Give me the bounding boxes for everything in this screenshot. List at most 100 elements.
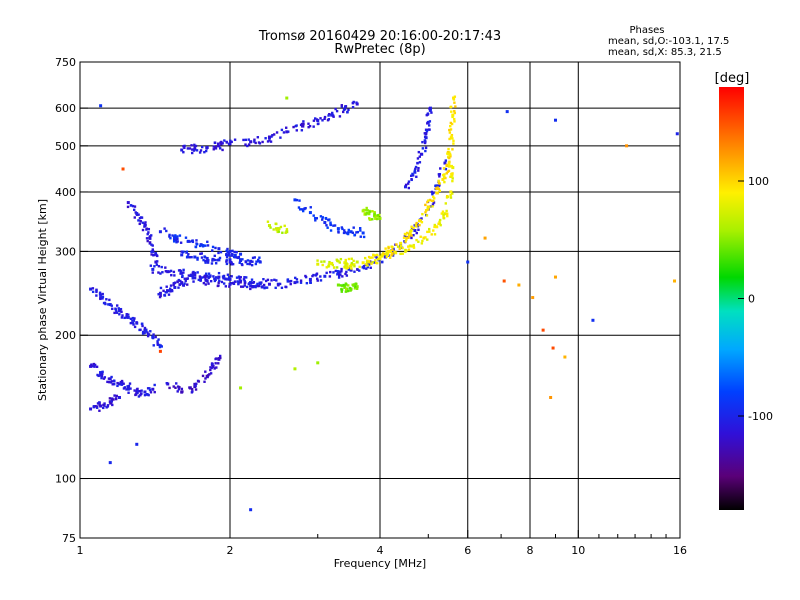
echo-point <box>373 261 376 264</box>
echo-point <box>182 150 185 154</box>
echo-point <box>226 278 229 281</box>
echo-point <box>434 184 437 187</box>
echo-point <box>417 240 420 243</box>
echo-point <box>249 140 253 144</box>
echo-point <box>256 282 259 286</box>
echo-point <box>350 267 353 270</box>
echo-point <box>424 203 427 207</box>
echo-point <box>253 138 256 141</box>
data-point <box>217 258 221 262</box>
echo-point <box>431 199 435 203</box>
echo-point <box>329 223 332 226</box>
echo-point <box>423 141 427 145</box>
data-point <box>308 277 312 281</box>
echo-point <box>120 310 123 314</box>
stats-line-x: mean, sd,X: 85.3, 21.5 <box>608 47 722 58</box>
echo-point <box>110 400 113 403</box>
echo-point <box>418 161 422 164</box>
data-point <box>403 185 407 189</box>
echo-point <box>146 232 149 236</box>
echo-point <box>450 122 454 126</box>
echo-point <box>183 277 186 280</box>
echo-point <box>344 260 347 263</box>
data-point <box>193 276 197 280</box>
echo-point <box>304 206 307 210</box>
echo-point <box>207 259 210 262</box>
echo-point <box>314 219 317 222</box>
echo-point <box>277 230 281 233</box>
echo-point <box>346 111 349 114</box>
data-points <box>89 95 679 512</box>
echo-point <box>274 222 278 225</box>
echo-point <box>309 280 312 283</box>
echo-point <box>415 238 418 242</box>
echo-point <box>426 206 430 210</box>
echo-point <box>216 259 219 262</box>
data-point <box>108 400 112 404</box>
echo-point <box>248 262 252 266</box>
echo-point <box>370 262 373 265</box>
echo-point <box>96 373 99 377</box>
data-point <box>99 372 103 376</box>
echo-point <box>406 182 410 185</box>
echo-point <box>95 406 99 409</box>
plot-area: 1 2 4 6 8 10 16 75 100 200 300 400 500 600 750 <box>55 56 687 557</box>
data-point <box>193 255 197 259</box>
echo-point <box>178 386 181 389</box>
echo-point <box>103 376 107 379</box>
echo-point <box>319 215 323 218</box>
echo-point <box>99 374 102 377</box>
echo-point <box>340 104 343 107</box>
echo-point <box>426 208 430 211</box>
echo-point <box>437 187 441 191</box>
echo-point <box>191 240 195 244</box>
echo-point <box>415 231 418 235</box>
data-point <box>343 261 347 265</box>
echo-point <box>321 218 324 221</box>
echo-point <box>110 380 114 383</box>
echo-point <box>305 281 309 285</box>
echo-point <box>111 397 114 400</box>
echo-point <box>102 403 105 407</box>
echo-point <box>446 164 449 168</box>
echo-point <box>178 283 181 286</box>
echo-point <box>365 263 368 266</box>
data-point <box>121 167 125 171</box>
echo-point <box>184 279 187 283</box>
echo-point <box>439 223 442 227</box>
echo-point <box>343 105 347 108</box>
echo-point <box>212 145 216 148</box>
echo-point <box>182 250 185 253</box>
echo-point <box>174 234 177 237</box>
echo-point <box>350 257 353 260</box>
echo-point <box>452 98 456 101</box>
echo-point <box>91 290 95 294</box>
echo-point <box>437 181 441 185</box>
echo-point <box>121 380 124 384</box>
echo-point <box>170 289 174 293</box>
echo-point <box>186 255 189 258</box>
echo-point <box>172 238 176 241</box>
echo-point <box>168 270 171 273</box>
echo-point <box>420 217 423 220</box>
echo-point <box>204 370 207 373</box>
echo-point <box>233 253 236 257</box>
echo-point <box>346 232 350 236</box>
echo-point <box>226 273 230 276</box>
data-point <box>355 260 359 264</box>
echo-point <box>217 357 221 360</box>
echo-point <box>188 256 191 259</box>
echo-point <box>446 150 450 154</box>
echo-point <box>212 148 215 151</box>
data-point <box>591 318 595 322</box>
echo-point <box>178 269 182 272</box>
echo-point <box>449 196 453 199</box>
data-point <box>549 395 553 399</box>
echo-point <box>353 263 356 266</box>
echo-point <box>127 388 130 391</box>
echo-point <box>316 279 319 282</box>
echo-point <box>194 388 198 391</box>
echo-point <box>432 201 436 204</box>
echo-point <box>423 135 427 139</box>
echo-point <box>169 284 173 287</box>
